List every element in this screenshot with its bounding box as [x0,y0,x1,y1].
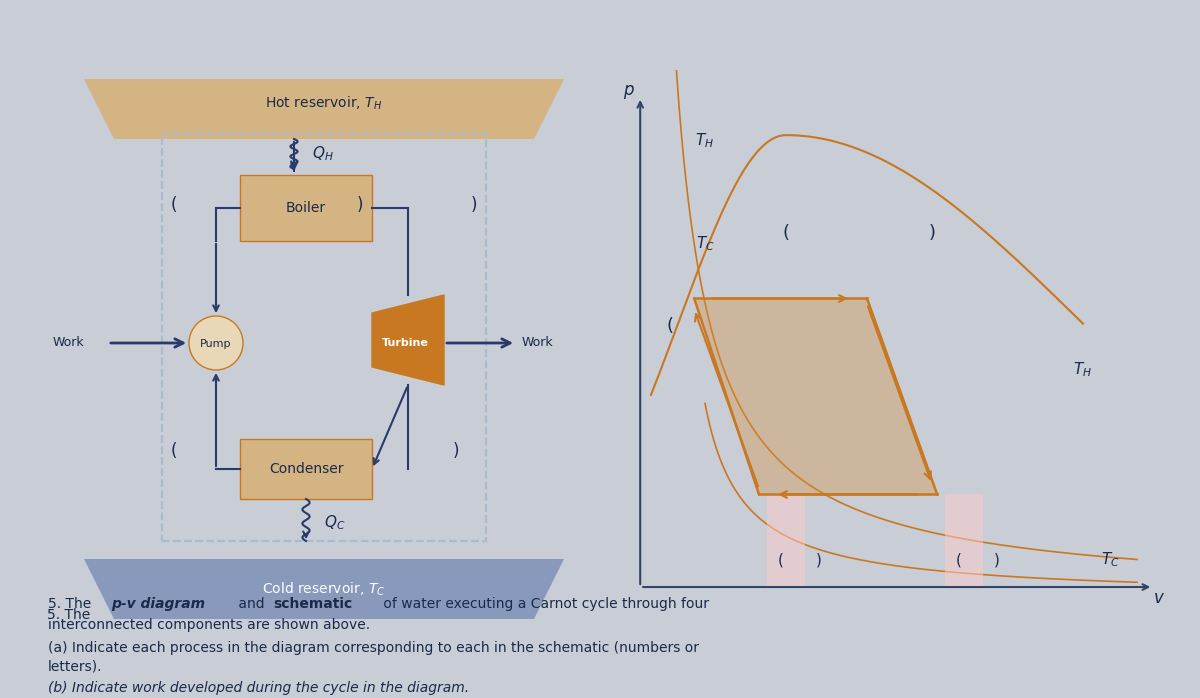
Text: (a) Indicate each process in the diagram corresponding to each in the schematic : (a) Indicate each process in the diagram… [48,641,698,655]
Text: interconnected components are shown above.: interconnected components are shown abov… [48,618,370,632]
Text: $p$: $p$ [624,82,635,101]
Text: $Q_H$: $Q_H$ [312,144,334,163]
Text: (: ( [956,552,961,567]
Text: $T_C$: $T_C$ [1100,551,1120,569]
Text: Work: Work [522,336,553,350]
Text: ): ) [452,442,460,460]
Text: (b) Indicate work developed during the cycle in the diagram.: (b) Indicate work developed during the c… [48,681,469,695]
Text: Condenser: Condenser [269,462,343,476]
Text: schematic: schematic [274,597,353,611]
Text: $T_H$: $T_H$ [696,131,714,150]
Text: ): ) [929,224,935,242]
Text: $T_H$: $T_H$ [1074,360,1092,378]
Text: ): ) [470,196,478,214]
Text: ): ) [356,196,364,214]
Text: of water executing a Carnot cycle through four: of water executing a Carnot cycle throug… [379,597,709,611]
Text: ): ) [816,552,821,567]
Text: ): ) [994,552,1000,567]
Polygon shape [84,559,564,619]
Text: Cold reservoir, $T_C$: Cold reservoir, $T_C$ [263,580,385,597]
Text: 5. The: 5. The [47,608,95,622]
Text: Pump: Pump [200,339,232,349]
Text: (: ( [782,224,790,242]
Text: $T_C$: $T_C$ [696,235,714,253]
Polygon shape [84,79,564,139]
Text: (: ( [778,552,784,567]
Polygon shape [372,295,444,385]
Ellipse shape [190,316,242,370]
Text: p-v diagram: p-v diagram [112,597,205,611]
Text: and: and [234,597,269,611]
Text: (: ( [170,196,178,214]
Text: Boiler: Boiler [286,201,326,215]
Text: Work: Work [53,336,84,350]
Text: $v$: $v$ [1152,589,1165,607]
FancyBboxPatch shape [240,175,372,241]
FancyBboxPatch shape [946,494,983,587]
Text: Hot reservoir, $T_H$: Hot reservoir, $T_H$ [265,94,383,112]
Text: (: ( [666,317,673,334]
Text: 5. The: 5. The [48,597,96,611]
Text: Turbine: Turbine [382,338,428,348]
Text: (: ( [170,442,178,460]
FancyBboxPatch shape [767,494,805,587]
Text: letters).: letters). [48,660,102,674]
Text: $Q_C$: $Q_C$ [324,514,346,533]
FancyBboxPatch shape [240,439,372,499]
Polygon shape [695,299,937,494]
